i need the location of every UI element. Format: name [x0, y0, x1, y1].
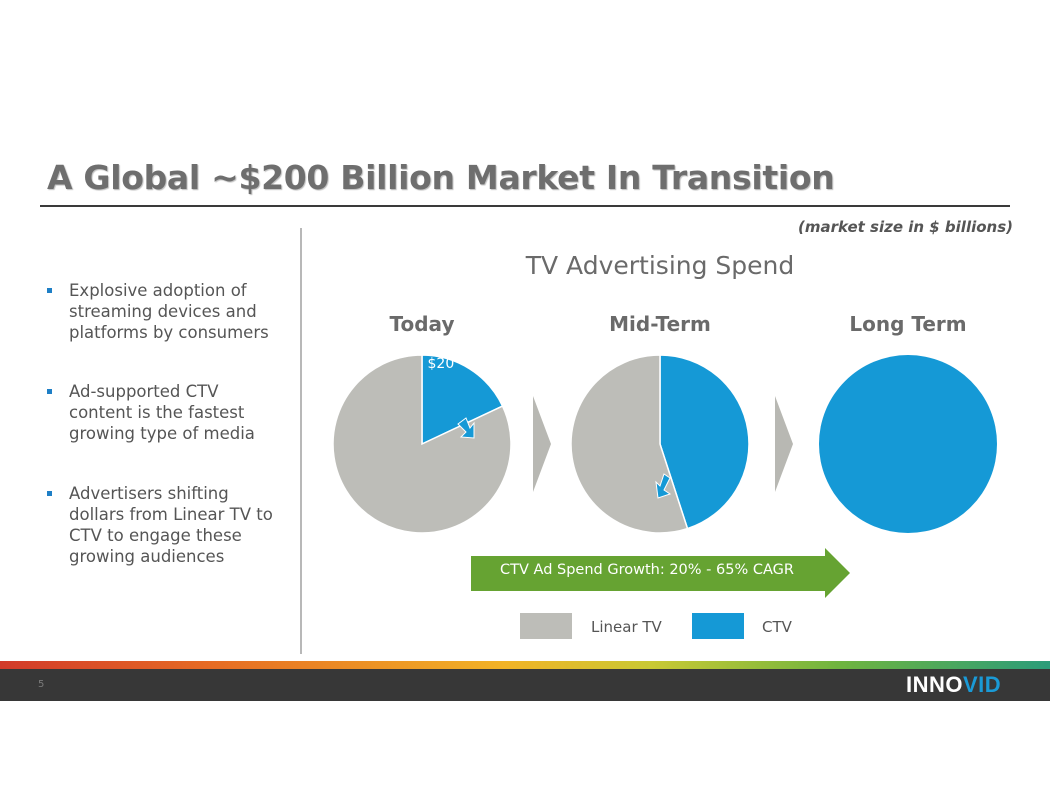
legend-label-linear-tv: Linear TV [591, 618, 662, 636]
bullet-item: Advertisers shifting dollars from Linear… [47, 483, 277, 567]
pie-slice-linear-tv [332, 354, 512, 534]
growth-arrow-label: CTV Ad Spend Growth: 20% - 65% CAGR [500, 562, 794, 578]
bullet-text: Ad-supported CTV content is the fastest … [69, 382, 255, 443]
slice-shift-arrow-icon [457, 417, 475, 439]
slice-shift-arrow-icon [655, 473, 672, 499]
chevron-right-icon [533, 396, 551, 492]
bullet-item: Ad-supported CTV content is the fastest … [47, 381, 277, 444]
logo-accent: VID [963, 672, 1002, 697]
page-number: 5 [38, 679, 45, 690]
bullet-item: Explosive adoption of streaming devices … [47, 280, 277, 343]
pie-label-today: Today [389, 312, 455, 336]
pie-label-long-term: Long Term [849, 312, 967, 336]
bullet-square-icon [47, 389, 52, 394]
footer-bar [0, 669, 1050, 701]
bullet-square-icon [47, 288, 52, 293]
legend-label-ctv: CTV [762, 618, 792, 636]
innovid-logo: INNOVID [906, 672, 1001, 698]
market-size-note: (market size in $ billions) [798, 218, 1013, 236]
pie-slice-ctv [819, 355, 997, 533]
bullet-text: Advertisers shifting dollars from Linear… [69, 484, 273, 566]
pie-data-label: $20 [428, 356, 455, 372]
legend-swatch-linear-tv [520, 613, 572, 639]
pie-label-mid-term: Mid-Term [609, 312, 711, 336]
chart-title: TV Advertising Spend [525, 251, 795, 280]
title-underline [40, 205, 1010, 207]
legend-swatch-ctv [692, 613, 744, 639]
bullet-square-icon [47, 491, 52, 496]
chevron-right-icon [775, 396, 793, 492]
slide-title: A Global ~$200 Billion Market In Transit… [47, 158, 835, 197]
bullet-text: Explosive adoption of streaming devices … [69, 281, 269, 342]
vertical-divider [300, 228, 302, 654]
growth-arrow [471, 548, 850, 598]
logo-text: INNO [906, 672, 963, 697]
footer-color-strip [0, 661, 1050, 669]
pie-slice-ctv [659, 354, 750, 530]
pie-slice-ctv [421, 354, 504, 446]
